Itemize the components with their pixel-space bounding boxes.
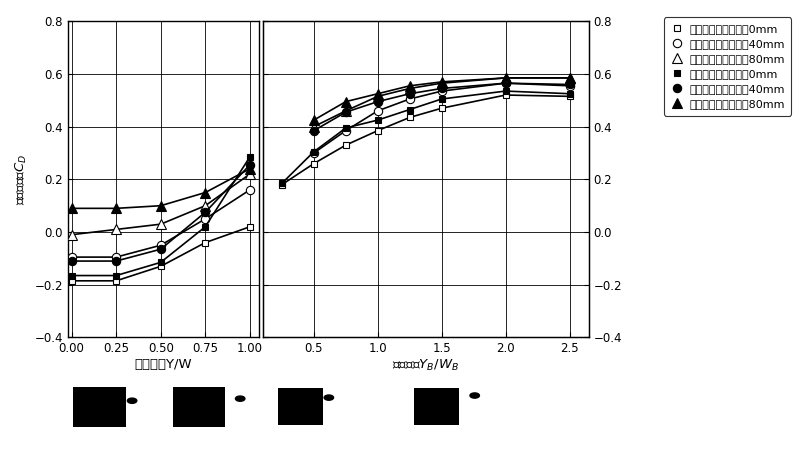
- Legend: 大型バス　地上高　0mm, 　　　　　　　　　40mm, 　　　　　　　　　80mm, 普通ワゴン地上高　0mm, 　　　　　　　　　40mm, 　　　　　　　: 大型バス 地上高 0mm, 40mm, 80mm, 普通ワゴン地上高 0mm, …: [664, 17, 791, 116]
- Ellipse shape: [324, 395, 333, 400]
- Ellipse shape: [127, 398, 137, 404]
- Ellipse shape: [235, 396, 245, 401]
- X-axis label: 横間隔　$Y_B/W_B$: 横間隔 $Y_B/W_B$: [392, 358, 459, 373]
- Bar: [74, 387, 126, 427]
- Ellipse shape: [470, 393, 480, 398]
- Y-axis label: 抗力係数　$C_D$: 抗力係数 $C_D$: [14, 154, 29, 205]
- X-axis label: 横間隔　Y/W: 横間隔 Y/W: [135, 358, 192, 371]
- Bar: [278, 388, 323, 425]
- Bar: [173, 387, 226, 427]
- Bar: [414, 388, 459, 425]
